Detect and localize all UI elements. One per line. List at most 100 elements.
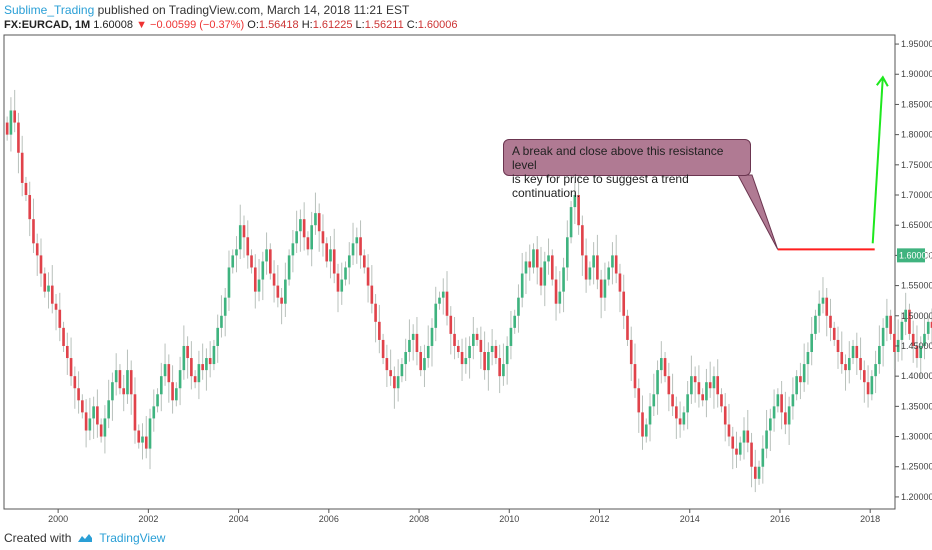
candle-down	[784, 412, 787, 425]
candle-up	[705, 382, 708, 401]
candle-down	[836, 339, 840, 353]
candle-up	[223, 297, 227, 316]
candle-down	[370, 285, 374, 304]
candle-down	[325, 243, 329, 262]
candle-up	[438, 297, 441, 304]
candle-up	[182, 345, 186, 371]
candle-down	[911, 333, 915, 346]
close-label: C:	[406, 19, 418, 31]
candle-up	[351, 243, 355, 256]
candle-up	[126, 370, 129, 395]
candle-up	[175, 388, 178, 401]
candle-up	[257, 279, 261, 292]
projection-arrow[interactable]	[871, 77, 884, 244]
candle-down	[54, 303, 58, 310]
candle-up	[814, 315, 817, 334]
candle-down	[276, 285, 280, 298]
candle-up	[340, 279, 344, 292]
candle-down	[618, 273, 622, 292]
candle-down	[456, 345, 460, 353]
change-value: −0.00599 (−0.37%)	[150, 19, 245, 31]
tradingview-brand[interactable]: TradingView	[99, 531, 166, 545]
candle-up	[238, 225, 242, 250]
candle-up	[216, 327, 220, 346]
candle-up	[505, 345, 509, 365]
candle-up	[299, 219, 302, 232]
candle-down	[69, 358, 73, 377]
candle-down	[201, 364, 204, 371]
publish-info: published on TradingView.com, March 14, …	[97, 3, 410, 17]
price-tick-label: 1.20000	[901, 492, 932, 502]
candle-down	[829, 315, 832, 328]
candle-down	[671, 394, 674, 407]
arrowhead-icon	[876, 75, 889, 87]
candle-up	[197, 364, 201, 383]
candle-down	[171, 382, 174, 401]
candle-up	[141, 436, 144, 443]
candle-up	[821, 297, 825, 304]
candle-down	[336, 273, 340, 292]
candle-down	[13, 110, 16, 123]
candle-up	[434, 303, 438, 328]
symbol-label[interactable]: FX:EURCAD, 1M	[4, 19, 91, 31]
candle-down	[855, 345, 859, 359]
candle-down	[122, 388, 126, 395]
candle-down	[269, 249, 272, 274]
candle-down	[626, 315, 629, 340]
candles	[5, 89, 932, 493]
candle-down	[633, 364, 637, 389]
candle-up	[513, 315, 517, 328]
plot-area[interactable]	[3, 34, 896, 510]
candle-up	[885, 315, 889, 328]
candle-up	[712, 376, 716, 389]
candle-up	[648, 406, 652, 425]
candle-down	[17, 122, 20, 153]
candle-down	[614, 255, 618, 274]
candle-down	[731, 436, 735, 449]
candle-up	[220, 315, 223, 328]
candle-down	[494, 345, 498, 359]
candle-down	[50, 285, 54, 304]
candle-up	[310, 225, 313, 250]
candle-down	[539, 267, 543, 286]
candle-down	[915, 345, 919, 359]
candle-up	[742, 430, 746, 443]
annotation-callout[interactable]: A break and close above this resistance …	[503, 139, 751, 200]
candle-down	[253, 267, 257, 292]
candle-down	[637, 388, 641, 413]
author-link[interactable]: Sublime_Trading	[4, 3, 95, 17]
candle-down	[5, 122, 9, 135]
low-value: 1.56211	[364, 19, 404, 31]
candle-up	[791, 394, 795, 407]
candle-down	[622, 291, 626, 316]
publish-line: Sublime_Trading published on TradingView…	[4, 3, 409, 17]
candle-up	[566, 237, 569, 268]
candle-down	[43, 273, 47, 292]
candle-up	[47, 285, 50, 292]
candle-up	[88, 418, 92, 431]
candle-down	[246, 237, 250, 256]
candle-up	[817, 303, 821, 316]
candle-down	[708, 382, 712, 389]
candle-up	[152, 406, 156, 419]
candle-up	[524, 261, 528, 274]
candle-down	[889, 315, 892, 334]
candle-up	[919, 345, 923, 359]
down-arrow-icon: ▼	[136, 19, 147, 31]
candle-down	[84, 412, 88, 431]
candle-up	[396, 376, 400, 389]
candle-down	[77, 388, 80, 401]
candle-down	[930, 321, 932, 328]
candle-up	[107, 400, 110, 419]
time-tick-label: 2004	[229, 514, 249, 524]
candle-up	[847, 358, 851, 371]
candle-up	[287, 255, 291, 280]
candle-up	[231, 255, 235, 268]
candle-up	[156, 394, 159, 407]
candle-up	[509, 327, 513, 346]
candle-down	[475, 333, 479, 340]
candle-down	[859, 358, 862, 371]
candle-up	[329, 249, 332, 262]
candle-up	[103, 418, 107, 437]
